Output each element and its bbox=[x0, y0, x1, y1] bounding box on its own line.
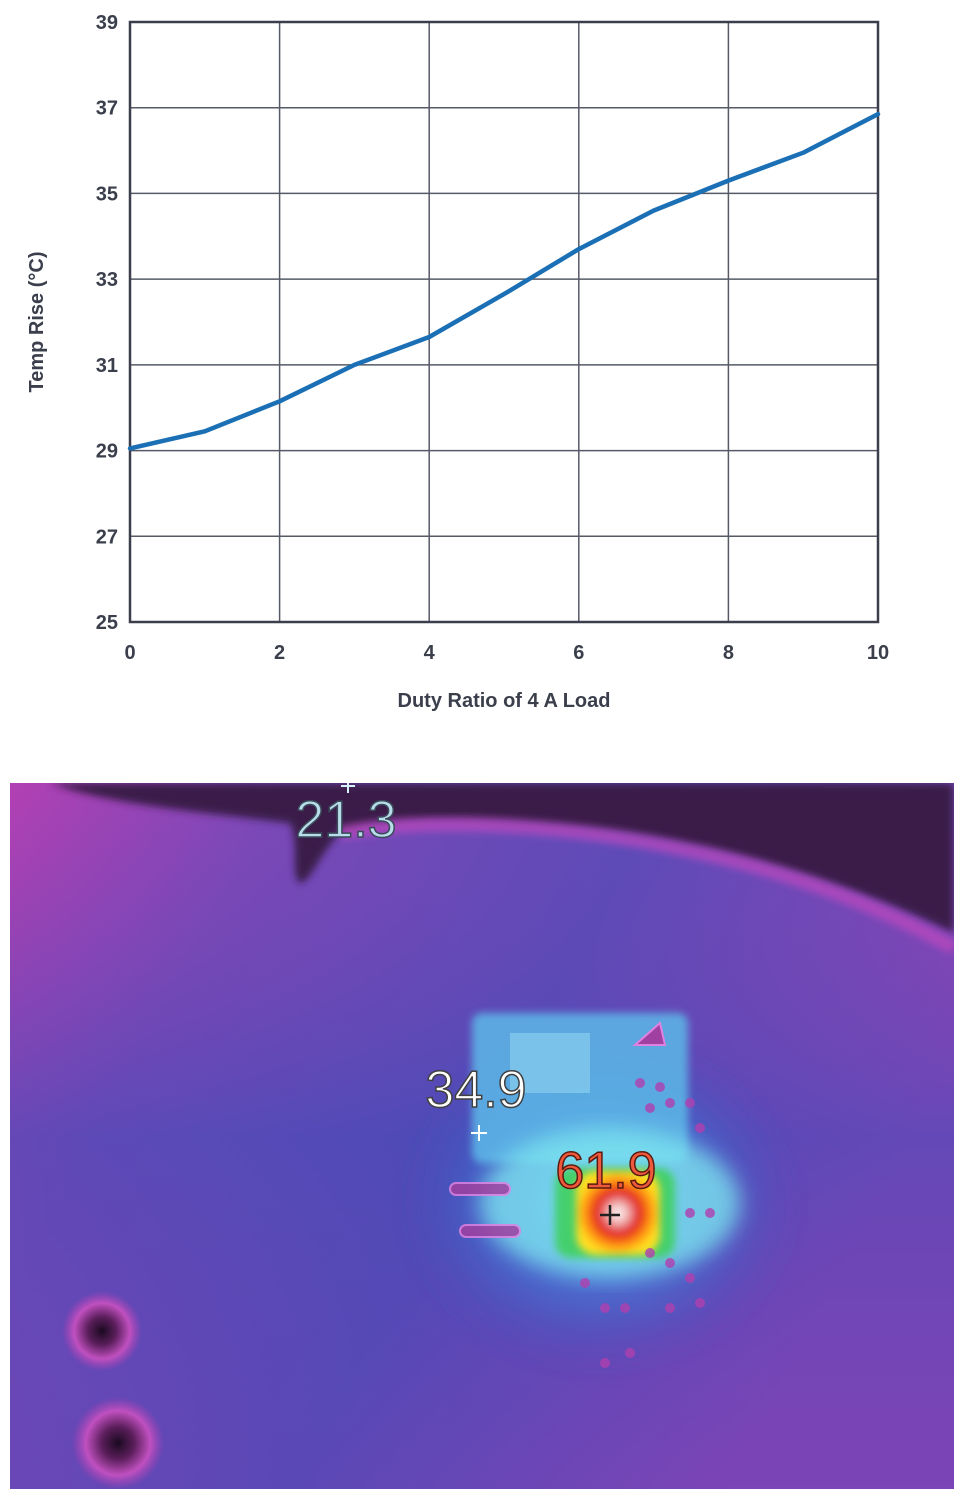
crosshair-ambient-icon bbox=[341, 783, 355, 793]
x-tick-label: 6 bbox=[573, 642, 584, 664]
x-tick-label: 8 bbox=[723, 642, 734, 664]
y-tick-label: 33 bbox=[96, 269, 118, 291]
x-tick-label: 2 bbox=[274, 642, 285, 664]
ambient-temp-reading: 21.3 bbox=[295, 791, 396, 849]
mounting-hole bbox=[62, 1291, 142, 1371]
y-tick-label: 29 bbox=[96, 441, 118, 463]
chart-grid bbox=[129, 21, 879, 623]
hotspot bbox=[576, 1171, 660, 1255]
inductor-marking bbox=[510, 1033, 590, 1093]
series-group bbox=[127, 111, 881, 451]
x-tick-label: 0 bbox=[124, 642, 135, 664]
thermal-image: 21.3 34.9 61.9 bbox=[10, 783, 954, 1489]
board-temp-reading: 34.9 bbox=[425, 1061, 526, 1119]
series-line bbox=[127, 111, 881, 451]
crosshair-hotspot-icon bbox=[600, 1205, 620, 1225]
x-tick-label: 4 bbox=[424, 642, 436, 664]
cable-shape bbox=[50, 783, 954, 933]
board-marker bbox=[632, 1021, 667, 1046]
x-tick-label: 10 bbox=[867, 642, 889, 664]
cable-edge bbox=[338, 817, 954, 955]
via-dots bbox=[580, 1078, 715, 1368]
x-axis-label: Duty Ratio of 4 A Load bbox=[398, 690, 611, 712]
y-tick-label: 27 bbox=[96, 526, 118, 548]
board-pad bbox=[459, 1224, 521, 1238]
y-tick-label: 37 bbox=[96, 98, 118, 120]
hotspot-temp-reading: 61.9 bbox=[555, 1142, 656, 1200]
y-axis-label: Temp Rise (°C) bbox=[26, 252, 48, 393]
board-pad bbox=[449, 1182, 511, 1196]
mounting-hole bbox=[72, 1397, 164, 1489]
crosshair-board-icon bbox=[471, 1125, 487, 1141]
y-tick-label: 31 bbox=[96, 355, 118, 377]
plot-frame bbox=[128, 20, 880, 624]
temp-rise-chart: 39 37 35 33 31 29 27 25 0 2 4 6 8 10 Duty Ratio of 4… bbox=[26, 12, 889, 712]
y-tick-labels: 39 37 35 33 31 29 27 25 bbox=[96, 12, 118, 634]
y-tick-label: 35 bbox=[96, 183, 118, 205]
x-tick-labels: 0 2 4 6 8 10 bbox=[124, 642, 889, 664]
y-tick-label: 25 bbox=[96, 612, 118, 634]
y-tick-label: 39 bbox=[96, 12, 118, 34]
